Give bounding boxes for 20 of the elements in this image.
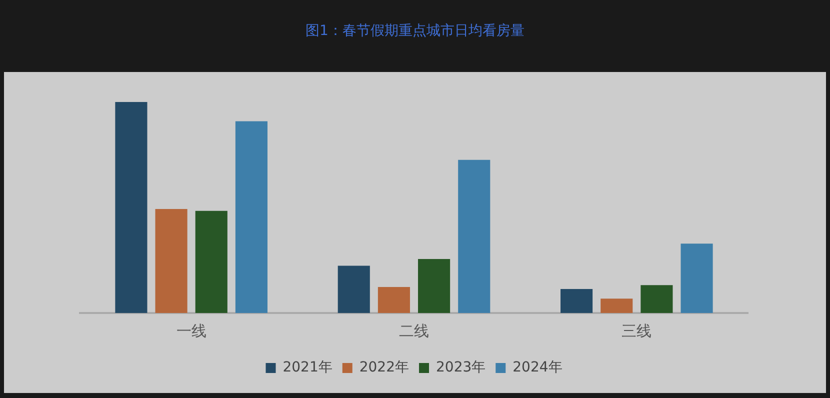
- bar: [115, 102, 148, 313]
- legend-label: 2024年: [512, 360, 562, 376]
- x-tick-label: 三线: [622, 322, 652, 340]
- x-tick-label: 一线: [176, 322, 206, 340]
- bar: [680, 244, 713, 313]
- bar: [195, 210, 228, 313]
- legend-label: 2022年: [359, 360, 410, 376]
- bar: [378, 287, 410, 313]
- bar: [560, 288, 593, 313]
- legend-label: 2023年: [436, 360, 486, 376]
- bar: [640, 285, 673, 313]
- bar: [418, 258, 450, 313]
- legend-label: 2021年: [282, 360, 332, 376]
- bar: [338, 266, 370, 313]
- bar: [458, 160, 490, 313]
- chart-title: 图1：春节假期重点城市日均看房量: [304, 22, 526, 40]
- x-tick-label: 二线: [399, 322, 429, 340]
- bar: [155, 208, 188, 313]
- bar: [235, 121, 268, 313]
- bar: [600, 298, 633, 313]
